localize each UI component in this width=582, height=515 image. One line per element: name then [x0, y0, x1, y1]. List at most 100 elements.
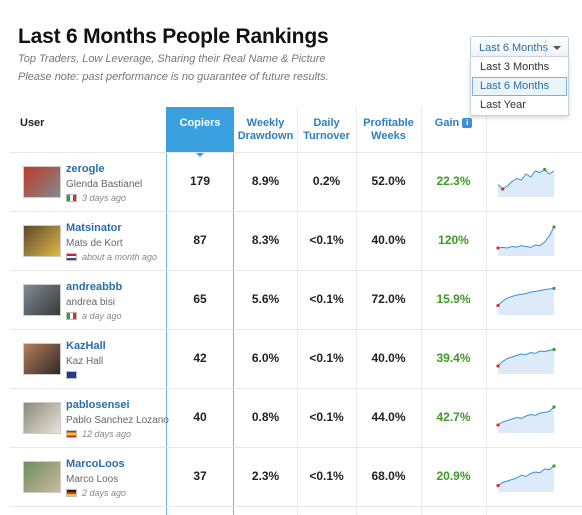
copiers-header-label: Copiers [179, 117, 221, 129]
sparkline-area [498, 169, 554, 197]
profitable-weeks-value: 44.0% [371, 410, 406, 424]
profitable-weeks-header-line1: Profitable [363, 117, 414, 129]
germany-flag [66, 489, 77, 497]
copiers-value: 37 [193, 469, 207, 483]
info-icon[interactable]: i [462, 118, 473, 128]
table-row[interactable]: KazHall Kaz Hall 42 6.0% <0.1% 40.0% 39.4% [10, 329, 582, 388]
copiers-value: 179 [189, 174, 211, 188]
gain-sparkline[interactable] [496, 397, 556, 435]
weekly-drawdown-value: 8.9% [251, 174, 280, 188]
daily-turnover-header-line1: Daily [313, 117, 340, 129]
sparkline-area [498, 288, 554, 315]
copiers-value: 87 [193, 233, 207, 247]
gain-value: 39.4% [436, 351, 471, 365]
sparkline-area [498, 407, 554, 433]
weekly-drawdown-value: 5.6% [251, 292, 280, 306]
period-dropdown[interactable]: Last 6 Months [470, 36, 569, 59]
gain-sparkline[interactable] [496, 161, 556, 199]
dropdown-separator [545, 39, 546, 56]
gain-header-label: Gain [434, 117, 460, 129]
column-header-gain[interactable]: Gain i [421, 107, 486, 152]
avatar[interactable] [23, 166, 61, 198]
avatar[interactable] [23, 402, 61, 434]
period-menu: Last 3 Months Last 6 Months Last Year [470, 56, 569, 116]
daily-turnover-value: <0.1% [309, 351, 344, 365]
username-link[interactable]: pablosensei [66, 399, 130, 411]
profitable-weeks-value: 52.0% [371, 174, 406, 188]
last-seen: a day ago [82, 311, 122, 321]
disclaimer-note: Please note: past performance is no guar… [18, 71, 329, 83]
table-row[interactable]: zerogle Glenda Bastianel 3 days ago 179 8.9%… [10, 152, 582, 211]
sparkline-area [498, 227, 554, 256]
column-header-weekly-drawdown[interactable]: Weekly Drawdown [234, 107, 297, 152]
username-link[interactable]: zerogle [66, 163, 105, 175]
period-option-last-year[interactable]: Last Year [480, 99, 526, 111]
table-row[interactable]: andreabbb andrea bisi a day ago 65 5.6% <0.1%… [10, 270, 582, 329]
period-option-3-months[interactable]: Last 3 Months [480, 61, 550, 73]
sparkline-min-dot [496, 364, 500, 368]
username-link[interactable]: KazHall [66, 340, 106, 352]
rankings-table: User Copiers Weekly Drawdown Daily Turno… [10, 107, 582, 515]
gain-sparkline[interactable] [496, 279, 556, 317]
avatar[interactable] [23, 343, 61, 375]
daily-turnover-value: 0.2% [312, 174, 341, 188]
daily-turnover-value: <0.1% [309, 469, 344, 483]
sparkline-max-dot [543, 167, 547, 172]
profitable-weeks-value: 72.0% [371, 292, 406, 306]
column-header-user[interactable]: User [20, 117, 45, 129]
column-header-daily-turnover[interactable]: Daily Turnover [297, 107, 356, 152]
weekly-drawdown-value: 6.0% [251, 351, 280, 365]
real-name: Glenda Bastianel [66, 179, 143, 190]
weekly-drawdown-value: 8.3% [251, 233, 280, 247]
username-link[interactable]: MarcoLoos [66, 458, 125, 470]
real-name: Mats de Kort [66, 238, 123, 249]
last-seen: 3 days ago [82, 193, 127, 203]
daily-turnover-value: <0.1% [309, 292, 344, 306]
australia-flag [66, 371, 77, 379]
gain-sparkline[interactable] [496, 456, 556, 494]
avatar[interactable] [23, 461, 61, 493]
last-seen: about a month ago [82, 252, 158, 262]
last-seen: 2 days ago [82, 488, 127, 498]
weekly-drawdown-value: 0.8% [251, 410, 280, 424]
sparkline-min-dot [501, 187, 505, 191]
gain-sparkline[interactable] [496, 220, 556, 258]
page-subtitle: Top Traders, Low Leverage, Sharing their… [18, 53, 326, 65]
gain-value: 20.9% [436, 469, 471, 483]
profitable-weeks-value: 40.0% [371, 233, 406, 247]
chevron-down-icon[interactable] [553, 46, 561, 50]
column-header-profitable-weeks[interactable]: Profitable Weeks [356, 107, 421, 152]
real-name: Kaz Hall [66, 356, 104, 367]
weekly-drawdown-header-line2: Drawdown [237, 130, 294, 142]
sparkline-line [497, 226, 555, 249]
sparkline-max-dot [552, 405, 556, 409]
copiers-value: 65 [193, 292, 207, 306]
sparkline-min-dot [496, 246, 500, 250]
period-option-6-months[interactable]: Last 6 Months [472, 77, 567, 96]
profitable-weeks-header-line2: Weeks [371, 130, 406, 142]
weekly-drawdown-header-line1: Weekly [246, 117, 285, 129]
column-header-copiers[interactable]: Copiers [166, 107, 234, 157]
real-name: andrea bisi [66, 297, 115, 308]
gain-value: 42.7% [436, 410, 471, 424]
username-link[interactable]: Matsinator [66, 222, 122, 234]
table-row[interactable]: MarcoLoos Marco Loos 2 days ago 37 2.3% <0.1%… [10, 447, 582, 506]
profitable-weeks-value: 68.0% [371, 469, 406, 483]
avatar[interactable] [23, 284, 61, 316]
sparkline-area [498, 466, 554, 492]
avatar[interactable] [23, 225, 61, 257]
netherlands-flag [66, 253, 77, 261]
table-row[interactable]: pablosensei Pablo Sanchez Lozano 12 days a… [10, 388, 582, 447]
sparkline-line [497, 287, 555, 306]
sparkline-min-dot [496, 483, 500, 488]
gain-sparkline[interactable] [496, 338, 556, 376]
sparkline-max-dot [552, 464, 556, 468]
sparkline-line [497, 349, 555, 367]
username-link[interactable]: andreabbb [66, 281, 123, 293]
page-title: Last 6 Months People Rankings [18, 25, 329, 48]
italy-flag [66, 312, 77, 320]
weekly-drawdown-value: 2.3% [251, 469, 280, 483]
gain-value: 120% [438, 233, 469, 247]
period-dropdown-value: Last 6 Months [479, 42, 549, 54]
table-row[interactable]: Matsinator Mats de Kort about a month ago 8… [10, 211, 582, 270]
